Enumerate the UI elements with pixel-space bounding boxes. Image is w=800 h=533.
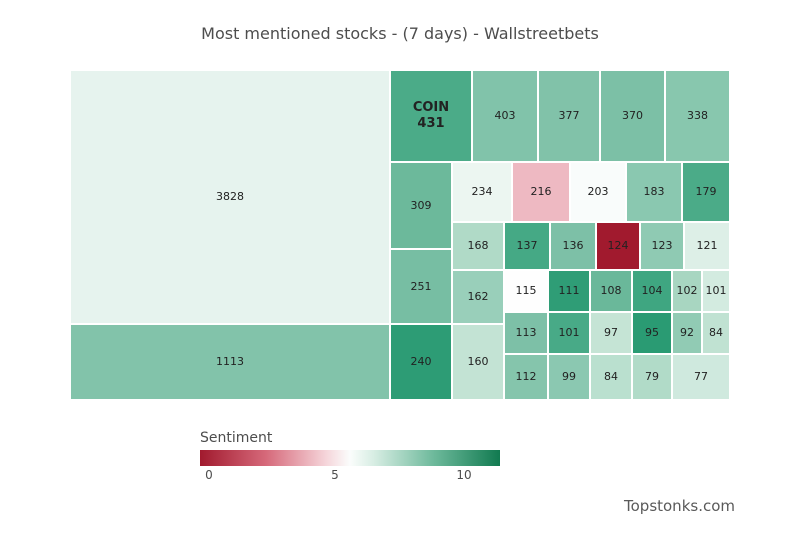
treemap-cell: 216 <box>512 162 570 222</box>
treemap-cell-label: 203 <box>588 185 609 199</box>
sentiment-legend: Sentiment 0 5 10 <box>200 430 540 484</box>
treemap-cell-label: 403 <box>495 109 516 123</box>
treemap-cell: 79 <box>632 354 672 400</box>
treemap-cell-label: 1113 <box>216 355 244 369</box>
treemap-cell: 234 <box>452 162 512 222</box>
treemap-cell-label: 84 <box>709 326 723 340</box>
treemap-cell-label: 168 <box>468 239 489 253</box>
treemap-cell: 183 <box>626 162 682 222</box>
treemap-cell-label: 113 <box>516 326 537 340</box>
treemap-cell: 77 <box>672 354 730 400</box>
treemap-cell-label: 216 <box>531 185 552 199</box>
treemap-cell: 240 <box>390 324 452 400</box>
treemap-cell: 160 <box>452 324 504 400</box>
watermark: Topstonks.com <box>624 497 735 515</box>
treemap-cell: 124 <box>596 222 640 270</box>
treemap-cell-label: 123 <box>652 239 673 253</box>
treemap-cell: 338 <box>665 70 730 162</box>
treemap-cell-label: 112 <box>516 370 537 384</box>
treemap-cell: 203 <box>570 162 626 222</box>
treemap-cell-label: 121 <box>697 239 718 253</box>
treemap-cell-label: 111 <box>559 284 580 298</box>
treemap-cell-label: 101 <box>559 326 580 340</box>
treemap-cell-label: 104 <box>642 284 663 298</box>
legend-ticks: 0 5 10 <box>200 468 500 484</box>
treemap-cell: 3828 <box>70 70 390 324</box>
treemap-cell-label: 338 <box>687 109 708 123</box>
treemap-cell-label: COIN 431 <box>413 100 449 133</box>
treemap-cell: 162 <box>452 270 504 324</box>
treemap-cell-label: 108 <box>601 284 622 298</box>
treemap-cell-label: 160 <box>468 355 489 369</box>
treemap-cell: 115 <box>504 270 548 312</box>
treemap-cell-label: 95 <box>645 326 659 340</box>
treemap-cell-label: 101 <box>706 284 727 298</box>
treemap-cell: 179 <box>682 162 730 222</box>
treemap-cell-label: 115 <box>516 284 537 298</box>
treemap-cell: 101 <box>702 270 730 312</box>
treemap-cell: 137 <box>504 222 550 270</box>
treemap-cell-label: 309 <box>411 199 432 213</box>
legend-gradient-bar <box>200 450 500 466</box>
treemap-cell: 251 <box>390 249 452 324</box>
treemap-cell: 123 <box>640 222 684 270</box>
treemap-cell-label: 179 <box>696 185 717 199</box>
treemap-cell: COIN 431 <box>390 70 472 162</box>
treemap-cell-label: 3828 <box>216 190 244 204</box>
treemap-cell: 309 <box>390 162 452 249</box>
treemap-cell: 168 <box>452 222 504 270</box>
treemap-cell-label: 377 <box>559 109 580 123</box>
treemap-cell-label: 97 <box>604 326 618 340</box>
treemap-cell-label: 77 <box>694 370 708 384</box>
treemap-cell: 95 <box>632 312 672 354</box>
treemap-cell-label: 137 <box>517 239 538 253</box>
legend-tick: 0 <box>205 468 213 482</box>
treemap-cell-label: 234 <box>472 185 493 199</box>
treemap-cell: 377 <box>538 70 600 162</box>
treemap-cell: 99 <box>548 354 590 400</box>
treemap-cell-label: 183 <box>644 185 665 199</box>
treemap-cell-label: 251 <box>411 280 432 294</box>
treemap-cell: 403 <box>472 70 538 162</box>
treemap-cell: 1113 <box>70 324 390 400</box>
treemap-cell-label: 136 <box>563 239 584 253</box>
treemap-cell-label: 162 <box>468 290 489 304</box>
treemap-cell: 102 <box>672 270 702 312</box>
treemap-cell-label: 84 <box>604 370 618 384</box>
treemap-cell: 370 <box>600 70 665 162</box>
treemap-cell-label: 99 <box>562 370 576 384</box>
treemap-cell: 136 <box>550 222 596 270</box>
treemap-cell-label: 240 <box>411 355 432 369</box>
treemap-cell: 108 <box>590 270 632 312</box>
treemap-cell: 111 <box>548 270 590 312</box>
treemap-cell-label: 370 <box>622 109 643 123</box>
treemap-cell: 84 <box>702 312 730 354</box>
treemap-cell: 101 <box>548 312 590 354</box>
treemap-cell-label: 79 <box>645 370 659 384</box>
treemap-cell-label: 92 <box>680 326 694 340</box>
treemap-cell: 84 <box>590 354 632 400</box>
treemap-cell: 121 <box>684 222 730 270</box>
treemap-cell: 113 <box>504 312 548 354</box>
treemap-cell-label: 102 <box>677 284 698 298</box>
treemap-cell: 112 <box>504 354 548 400</box>
treemap-cell: 97 <box>590 312 632 354</box>
chart-title: Most mentioned stocks - (7 days) - Walls… <box>0 24 800 43</box>
treemap-cell: 104 <box>632 270 672 312</box>
legend-tick: 10 <box>456 468 471 482</box>
treemap-plot: 3828 1113 COIN 431 403 377 370 338 309 234 216 203… <box>70 70 730 400</box>
treemap-cell: 92 <box>672 312 702 354</box>
treemap-cell-label: 124 <box>608 239 629 253</box>
legend-title: Sentiment <box>200 430 540 446</box>
legend-tick: 5 <box>331 468 339 482</box>
